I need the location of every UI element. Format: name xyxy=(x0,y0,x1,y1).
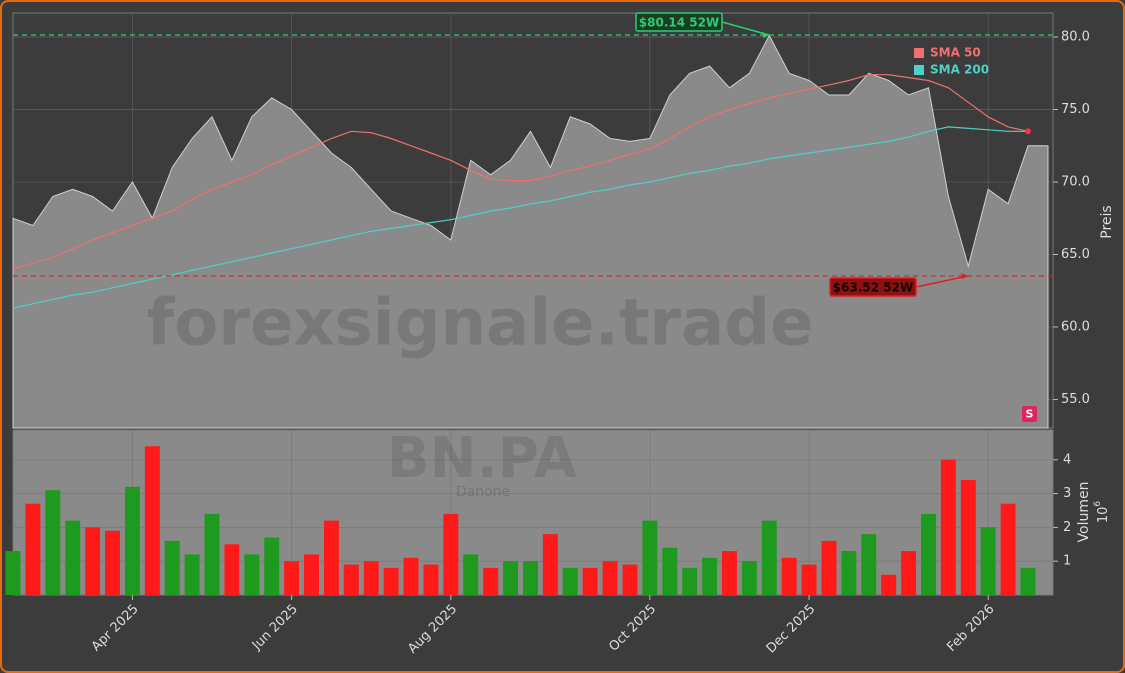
annotation-box xyxy=(829,277,917,297)
y-tick-label: 70.0 xyxy=(1061,175,1090,190)
sma-line xyxy=(12,74,1029,270)
legend-label: SMA 50 xyxy=(930,46,981,60)
volume-bar xyxy=(602,561,618,595)
y-tick-label: 65.0 xyxy=(1061,247,1090,262)
volume-bar xyxy=(522,561,538,595)
volume-bar xyxy=(821,540,837,595)
volume-bar xyxy=(284,561,300,595)
volume-bar xyxy=(901,551,917,595)
annotation-label: $80.14 52W xyxy=(639,16,719,30)
volume-bar xyxy=(503,561,519,595)
volume-bar xyxy=(343,564,359,595)
volume-scale-base: 10 xyxy=(1096,507,1111,524)
volume-bar xyxy=(483,567,499,595)
volume-bar xyxy=(363,561,379,595)
signal-badge xyxy=(1022,406,1037,422)
volume-bar xyxy=(184,554,200,595)
y-tick-label: 80.0 xyxy=(1061,30,1090,45)
y-tick-label: 55.0 xyxy=(1061,392,1090,407)
volume-scale-power: 6 xyxy=(1093,501,1103,507)
annotation-arrowhead xyxy=(961,272,969,279)
volume-bar xyxy=(722,551,737,595)
watermark: forexsignale.trade xyxy=(147,287,814,361)
volume-bar xyxy=(164,540,180,595)
y-tick-label: 60.0 xyxy=(1061,319,1090,334)
volume-tick-label: 1 xyxy=(1063,554,1071,569)
volume-bar xyxy=(1020,567,1036,595)
volume-bar xyxy=(642,520,658,595)
x-tick-label: Feb 2026 xyxy=(944,602,997,655)
volume-bar xyxy=(940,459,956,595)
volume-bar xyxy=(801,564,817,595)
volume-bar xyxy=(383,567,399,595)
annotation-box xyxy=(635,12,723,32)
volume-bar xyxy=(861,534,877,595)
volume-bar xyxy=(423,564,439,595)
volume-bar xyxy=(921,513,936,595)
y-tick-label: 75.0 xyxy=(1061,102,1090,117)
volume-scale: 106 xyxy=(1093,501,1111,524)
sma-line xyxy=(12,126,1028,309)
volume-bar xyxy=(682,567,698,595)
volume-bar xyxy=(702,557,718,595)
company-watermark: Danone xyxy=(456,484,510,500)
volume-bar xyxy=(622,564,638,595)
y-axis-label: Preis xyxy=(1099,205,1115,238)
volume-bar xyxy=(264,537,280,595)
volume-bar xyxy=(980,527,996,595)
x-tick-label: Oct 2025 xyxy=(606,602,659,655)
volume-axis-label: Volumen xyxy=(1076,482,1092,543)
annotation-arrow xyxy=(915,275,969,288)
x-tick-label: Apr 2025 xyxy=(89,602,142,655)
volume-bar xyxy=(960,480,976,595)
volume-tick-label: 4 xyxy=(1063,452,1071,467)
legend-swatch xyxy=(914,65,924,75)
volume-bar xyxy=(582,567,598,595)
volume-bar xyxy=(25,503,41,595)
volume-bar xyxy=(1000,503,1016,595)
volume-tick-label: 3 xyxy=(1063,486,1071,501)
volume-bar xyxy=(304,554,319,595)
x-tick-label: Dec 2025 xyxy=(764,602,819,657)
volume-bar xyxy=(761,520,777,595)
annotation-label: $63.52 52W xyxy=(833,281,913,295)
annotation-arrowhead xyxy=(762,32,770,39)
volume-bar xyxy=(65,520,81,595)
volume-bar xyxy=(463,554,479,595)
price-area xyxy=(12,34,1049,429)
x-tick-label: Aug 2025 xyxy=(405,602,460,657)
volume-bar xyxy=(85,527,101,595)
legend-label: SMA 200 xyxy=(930,63,989,77)
volume-bar xyxy=(662,547,678,595)
volume-bar xyxy=(443,513,459,595)
volume-bar xyxy=(881,574,897,595)
ticker-watermark: BN.PA xyxy=(387,426,578,491)
annotation-arrow xyxy=(721,21,770,36)
volume-bar xyxy=(204,513,220,595)
volume-bar xyxy=(403,557,419,595)
volume-bar xyxy=(144,446,160,595)
volume-bar xyxy=(45,490,61,595)
signal-label: S xyxy=(1026,408,1034,421)
volume-bar xyxy=(781,557,797,595)
volume-bar xyxy=(841,551,857,595)
volume-bar xyxy=(562,567,578,595)
volume-bar xyxy=(224,544,240,595)
volume-bar xyxy=(542,534,558,595)
legend-swatch xyxy=(914,48,924,58)
volume-bar xyxy=(244,554,260,595)
price-layer xyxy=(12,34,1049,429)
volume-bar xyxy=(323,520,339,595)
volume-bar xyxy=(741,561,757,595)
x-tick-label: Jun 2025 xyxy=(249,602,301,654)
end-marker xyxy=(1025,128,1031,135)
volume-tick-label: 2 xyxy=(1063,520,1071,535)
volume-bar xyxy=(105,530,120,595)
volume-bar xyxy=(124,486,140,595)
volume-bar xyxy=(5,551,21,595)
